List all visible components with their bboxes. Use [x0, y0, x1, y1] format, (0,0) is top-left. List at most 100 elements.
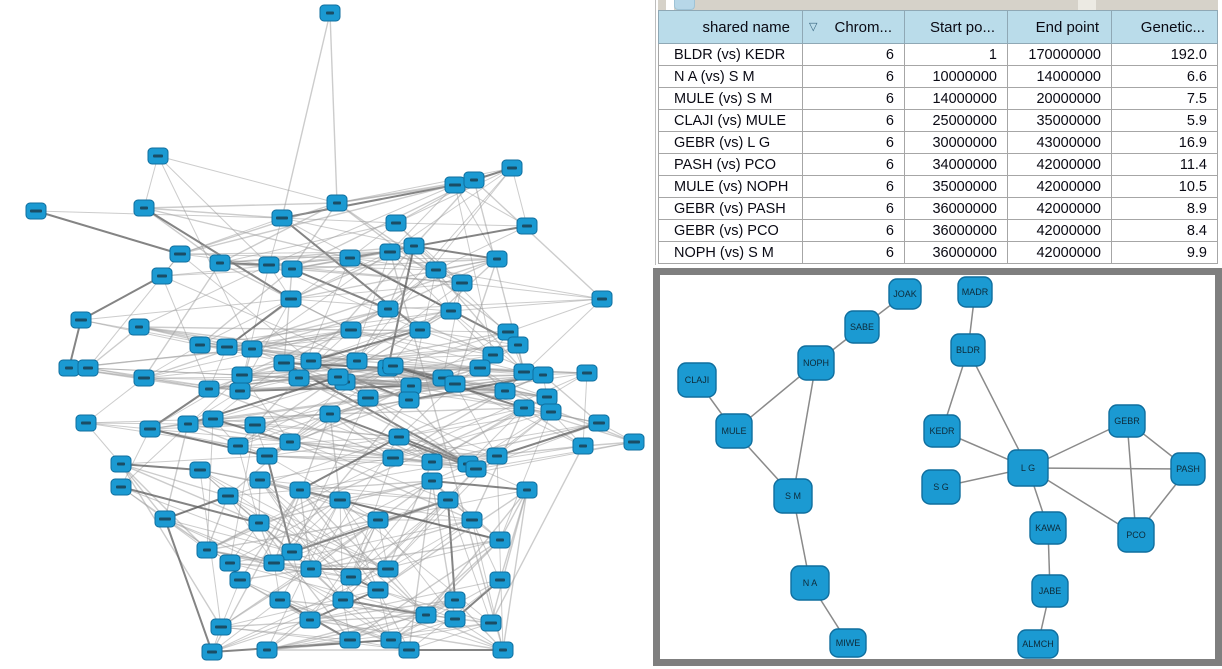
node-MIWE[interactable] [829, 628, 867, 658]
table-cell[interactable]: NOPH (vs) S M [658, 241, 803, 264]
table-cell[interactable]: 43000000 [1007, 131, 1112, 154]
table-row[interactable]: GEBR (vs) PASH 6 36000000 42000000 8.9 [658, 197, 1218, 220]
node-NOPH[interactable] [797, 345, 835, 381]
table-cell[interactable]: 6 [802, 43, 905, 66]
table-cell[interactable]: 42000000 [1007, 175, 1112, 198]
table-cell[interactable]: 9.9 [1111, 241, 1218, 264]
table-cell[interactable]: 35000000 [904, 175, 1008, 198]
node-JOAK[interactable] [888, 278, 922, 310]
table-cell[interactable]: 6 [802, 65, 905, 88]
table-cell[interactable]: 6 [802, 131, 905, 154]
table-cell[interactable]: 6 [802, 219, 905, 242]
node-MULE[interactable] [715, 413, 753, 449]
table-cell[interactable]: 42000000 [1007, 219, 1112, 242]
scrollbar-fragment-light[interactable] [1078, 0, 1096, 10]
column-header-start-point[interactable]: Start po... [904, 10, 1008, 44]
table-cell[interactable]: 14000000 [1007, 65, 1112, 88]
node-label-smudge [403, 648, 415, 652]
table-cell[interactable]: 1 [904, 43, 1008, 66]
table-cell[interactable]: 25000000 [904, 109, 1008, 132]
table-cell[interactable]: 6.6 [1111, 65, 1218, 88]
filter-icon[interactable]: ▽ [809, 20, 818, 33]
table-cell[interactable]: 14000000 [904, 87, 1008, 110]
table-cell[interactable]: MULE (vs) S M [658, 87, 803, 110]
table-cell[interactable]: 36000000 [904, 197, 1008, 220]
table-cell[interactable]: 6 [802, 175, 905, 198]
table-cell[interactable]: 7.5 [1111, 87, 1218, 110]
node-MADR[interactable] [957, 276, 993, 308]
column-header-shared-name[interactable]: shared name [658, 10, 803, 44]
node-N-A[interactable] [790, 565, 830, 601]
node-PASH[interactable] [1170, 452, 1206, 486]
table-cell[interactable]: 20000000 [1007, 87, 1112, 110]
network-edge [339, 499, 492, 624]
node-S-M[interactable] [773, 478, 813, 514]
node-label-smudge [144, 427, 156, 431]
network-edge [387, 167, 513, 310]
table-cell[interactable]: CLAJI (vs) MULE [658, 109, 803, 132]
table-cell[interactable]: 6 [802, 109, 905, 132]
table-cell[interactable]: PASH (vs) PCO [658, 153, 803, 176]
node-JABE[interactable] [1031, 574, 1069, 608]
network-edge [290, 298, 452, 312]
table-cell[interactable]: 11.4 [1111, 153, 1218, 176]
table-cell[interactable]: 8.9 [1111, 197, 1218, 220]
main-network-panel[interactable] [0, 0, 653, 669]
node-S-G[interactable] [921, 469, 961, 505]
subnetwork-panel[interactable]: JOAK MADR SABE BLDR NOPH CLAJI MULE KEDR GEBR L G… [653, 268, 1222, 666]
table-cell[interactable]: N A (vs) S M [658, 65, 803, 88]
table-cell[interactable]: GEBR (vs) L G [658, 131, 803, 154]
table-cell[interactable]: 35000000 [1007, 109, 1112, 132]
table-row[interactable]: PASH (vs) PCO 6 34000000 42000000 11.4 [658, 153, 1218, 176]
table-cell[interactable]: 34000000 [904, 153, 1008, 176]
node-KEDR[interactable] [923, 414, 961, 448]
node-ALMCH[interactable] [1017, 629, 1059, 659]
table-cell[interactable]: 42000000 [1007, 153, 1112, 176]
table-row[interactable]: NOPH (vs) S M 6 36000000 42000000 9.9 [658, 241, 1218, 264]
table-cell[interactable]: 30000000 [904, 131, 1008, 154]
table-cell[interactable]: 170000000 [1007, 43, 1112, 66]
table-row[interactable]: MULE (vs) S M 6 14000000 20000000 7.5 [658, 87, 1218, 110]
network-edge [120, 463, 201, 471]
table-cell[interactable]: 192.0 [1111, 43, 1218, 66]
node-GEBR[interactable] [1108, 404, 1146, 438]
network-edge [279, 499, 341, 601]
table-cell[interactable]: 42000000 [1007, 197, 1112, 220]
table-cell[interactable]: 42000000 [1007, 241, 1112, 264]
column-header-end-point[interactable]: End point [1007, 10, 1112, 44]
main-network-svg[interactable] [0, 0, 653, 669]
table-cell[interactable]: MULE (vs) NOPH [658, 175, 803, 198]
table-cell[interactable]: GEBR (vs) PCO [658, 219, 803, 242]
table-row[interactable]: GEBR (vs) L G 6 30000000 43000000 16.9 [658, 131, 1218, 154]
node-CLAJI[interactable] [677, 362, 717, 398]
table-row[interactable]: GEBR (vs) PCO 6 36000000 42000000 8.4 [658, 219, 1218, 242]
column-header-chromosome[interactable]: ▽ Chrom... [802, 10, 905, 44]
node-BLDR[interactable] [950, 333, 986, 367]
network-edge [387, 258, 498, 310]
node-KAWA[interactable] [1029, 511, 1067, 545]
table-cell[interactable]: BLDR (vs) KEDR [658, 43, 803, 66]
column-header-genetic[interactable]: Genetic... [1111, 10, 1218, 44]
node-L-G[interactable] [1007, 449, 1049, 487]
table-cell[interactable]: 36000000 [904, 241, 1008, 264]
node-PCO[interactable] [1117, 517, 1155, 553]
network-edge [450, 310, 525, 373]
scrollbar-fragment-blue[interactable] [674, 0, 695, 10]
table-cell[interactable]: 16.9 [1111, 131, 1218, 154]
table-cell[interactable]: 6 [802, 197, 905, 220]
table-row[interactable]: MULE (vs) NOPH 6 35000000 42000000 10.5 [658, 175, 1218, 198]
table-cell[interactable]: 5.9 [1111, 109, 1218, 132]
table-cell[interactable]: 6 [802, 241, 905, 264]
table-row[interactable]: BLDR (vs) KEDR 6 1 170000000 192.0 [658, 43, 1218, 66]
table-cell[interactable]: 6 [802, 153, 905, 176]
table-cell[interactable]: 8.4 [1111, 219, 1218, 242]
table-cell[interactable]: GEBR (vs) PASH [658, 197, 803, 220]
table-cell[interactable]: 10.5 [1111, 175, 1218, 198]
table-cell[interactable]: 6 [802, 87, 905, 110]
node-SABE[interactable] [844, 310, 880, 344]
table-cell[interactable]: 10000000 [904, 65, 1008, 88]
table-row[interactable]: N A (vs) S M 6 10000000 14000000 6.6 [658, 65, 1218, 88]
table-row[interactable]: CLAJI (vs) MULE 6 25000000 35000000 5.9 [658, 109, 1218, 132]
table-cell[interactable]: 36000000 [904, 219, 1008, 242]
